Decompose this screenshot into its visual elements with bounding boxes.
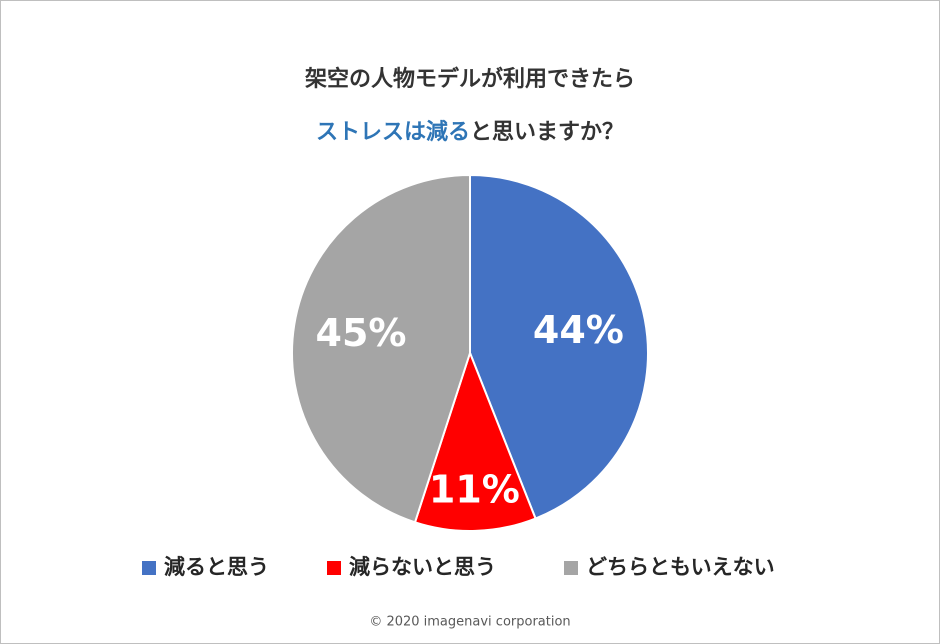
legend-label: どちらともいえない bbox=[586, 555, 775, 579]
legend-swatch bbox=[142, 561, 156, 575]
pie-slice bbox=[469, 173, 649, 520]
chart-title: 架空の人物モデルが利用できたら bbox=[305, 66, 635, 92]
data-label: 11% bbox=[429, 467, 520, 511]
pie-slice bbox=[413, 350, 537, 532]
legend-swatch bbox=[564, 561, 578, 575]
legend-label: 減らないと思う bbox=[349, 555, 496, 579]
data-label: 44% bbox=[533, 308, 624, 352]
pie-slice bbox=[291, 173, 471, 524]
legend-label: 減ると思う bbox=[164, 555, 269, 579]
copyright: © 2020 imagenavi corporation bbox=[369, 615, 570, 630]
legend-swatch bbox=[327, 561, 341, 575]
subtitle-highlight: ストレスは減る bbox=[316, 120, 470, 145]
chart-subtitle: ストレスは減ると思いますか？ bbox=[316, 120, 624, 145]
subtitle-text: と思いますか？ bbox=[470, 120, 624, 145]
data-label: 45% bbox=[316, 311, 407, 355]
